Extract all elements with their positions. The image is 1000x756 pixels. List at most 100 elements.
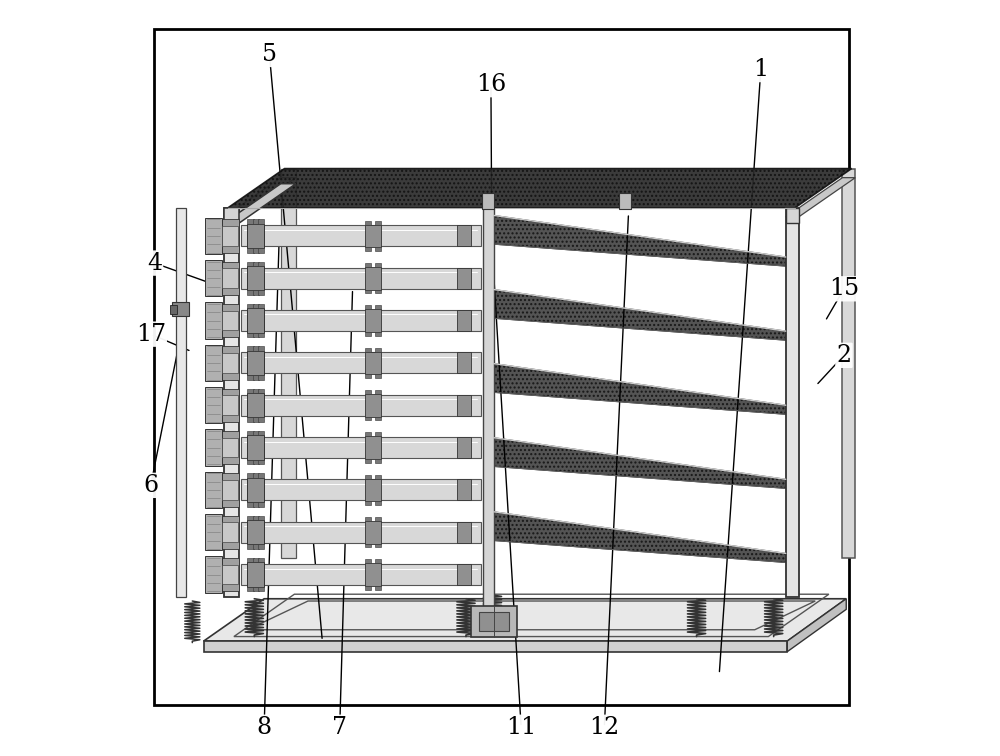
Text: 12: 12 (589, 716, 619, 739)
Polygon shape (224, 208, 239, 597)
Text: 7: 7 (332, 716, 347, 739)
Bar (247, 389, 254, 393)
Polygon shape (494, 512, 786, 562)
Bar (479, 612, 509, 631)
Bar (258, 516, 264, 520)
Bar (375, 559, 381, 563)
Text: 1: 1 (753, 58, 768, 81)
Bar (375, 305, 381, 309)
Polygon shape (786, 208, 799, 597)
Bar (247, 587, 254, 591)
Bar (375, 544, 381, 547)
Polygon shape (494, 290, 786, 340)
Bar (258, 219, 264, 224)
Polygon shape (457, 479, 471, 500)
Bar (365, 559, 371, 563)
Bar (375, 586, 381, 590)
Polygon shape (247, 351, 264, 375)
Polygon shape (241, 522, 481, 543)
Polygon shape (204, 599, 846, 641)
Polygon shape (247, 435, 264, 460)
Polygon shape (241, 310, 481, 331)
Bar (247, 502, 254, 507)
Bar (365, 459, 371, 463)
Bar (258, 333, 264, 337)
Polygon shape (205, 302, 222, 339)
Polygon shape (222, 522, 238, 542)
Bar (253, 473, 259, 478)
Bar (247, 290, 254, 295)
Bar (365, 586, 371, 590)
Bar (253, 558, 259, 562)
Polygon shape (457, 225, 471, 246)
Polygon shape (205, 260, 222, 296)
Bar (375, 459, 381, 463)
Polygon shape (222, 438, 238, 457)
Polygon shape (247, 520, 264, 544)
Bar (375, 348, 381, 352)
Text: 15: 15 (829, 277, 859, 300)
Bar (247, 219, 254, 224)
Bar (258, 417, 264, 422)
Bar (253, 248, 259, 253)
Bar (375, 417, 381, 420)
Bar (154, 29, 849, 705)
Bar (247, 544, 254, 549)
Polygon shape (494, 215, 786, 266)
Polygon shape (220, 558, 239, 591)
Bar (365, 501, 371, 505)
Bar (471, 606, 517, 637)
Polygon shape (220, 389, 239, 422)
Polygon shape (204, 641, 787, 652)
Bar (375, 263, 381, 267)
Bar (365, 305, 371, 309)
Bar (365, 263, 371, 267)
Polygon shape (365, 267, 381, 290)
Bar (375, 517, 381, 521)
Bar (253, 417, 259, 422)
Bar (247, 375, 254, 380)
Polygon shape (247, 224, 264, 248)
Text: 6: 6 (143, 474, 158, 497)
Bar (247, 431, 254, 435)
Polygon shape (224, 178, 296, 217)
Polygon shape (787, 599, 846, 652)
Polygon shape (220, 219, 239, 253)
Bar (365, 290, 371, 293)
Polygon shape (220, 473, 239, 507)
Bar (619, 193, 631, 209)
Bar (258, 587, 264, 591)
Polygon shape (224, 184, 296, 223)
Polygon shape (228, 169, 852, 208)
Polygon shape (365, 225, 381, 247)
Polygon shape (247, 308, 264, 333)
Bar (483, 208, 494, 616)
Polygon shape (457, 352, 471, 373)
Polygon shape (365, 309, 381, 332)
Text: 17: 17 (136, 323, 166, 345)
Polygon shape (222, 480, 238, 500)
Polygon shape (241, 479, 481, 500)
Polygon shape (281, 169, 296, 558)
Polygon shape (220, 346, 239, 380)
Polygon shape (241, 352, 481, 373)
Bar (365, 417, 371, 420)
Bar (253, 431, 259, 435)
Bar (365, 221, 371, 225)
Polygon shape (786, 178, 855, 217)
Polygon shape (222, 311, 238, 330)
Bar (375, 432, 381, 436)
Bar (253, 502, 259, 507)
Polygon shape (842, 169, 855, 558)
Polygon shape (222, 226, 238, 246)
Polygon shape (205, 514, 222, 550)
Bar (258, 389, 264, 393)
Bar (365, 348, 371, 352)
Polygon shape (222, 353, 238, 373)
Polygon shape (241, 395, 481, 416)
Polygon shape (365, 563, 381, 586)
Bar (375, 221, 381, 225)
Bar (176, 208, 186, 597)
Polygon shape (494, 364, 786, 414)
Bar (482, 193, 494, 209)
